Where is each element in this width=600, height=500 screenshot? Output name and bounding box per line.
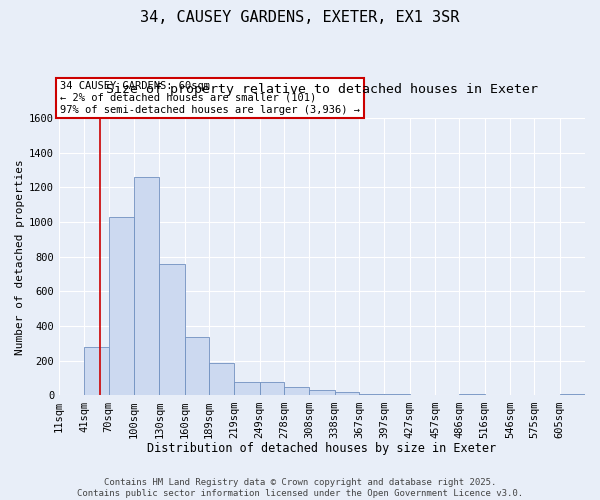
Bar: [560, 394, 585, 396]
Bar: [134, 177, 160, 396]
Bar: [310, 390, 335, 396]
Bar: [460, 394, 485, 396]
Bar: [109, 217, 134, 396]
Text: Contains HM Land Registry data © Crown copyright and database right 2025.
Contai: Contains HM Land Registry data © Crown c…: [77, 478, 523, 498]
Text: 34, CAUSEY GARDENS, EXETER, EX1 3SR: 34, CAUSEY GARDENS, EXETER, EX1 3SR: [140, 10, 460, 25]
Text: 34 CAUSEY GARDENS: 60sqm
← 2% of detached houses are smaller (101)
97% of semi-d: 34 CAUSEY GARDENS: 60sqm ← 2% of detache…: [60, 82, 360, 114]
Bar: [385, 394, 410, 396]
Bar: [160, 264, 185, 396]
Title: Size of property relative to detached houses in Exeter: Size of property relative to detached ho…: [106, 83, 538, 96]
Bar: [235, 382, 260, 396]
Bar: [359, 394, 385, 396]
Bar: [85, 347, 109, 396]
Bar: [335, 392, 359, 396]
Bar: [209, 362, 235, 396]
Bar: [260, 382, 284, 396]
Y-axis label: Number of detached properties: Number of detached properties: [15, 159, 25, 354]
Bar: [284, 387, 310, 396]
X-axis label: Distribution of detached houses by size in Exeter: Distribution of detached houses by size …: [148, 442, 497, 455]
Bar: [185, 338, 209, 396]
